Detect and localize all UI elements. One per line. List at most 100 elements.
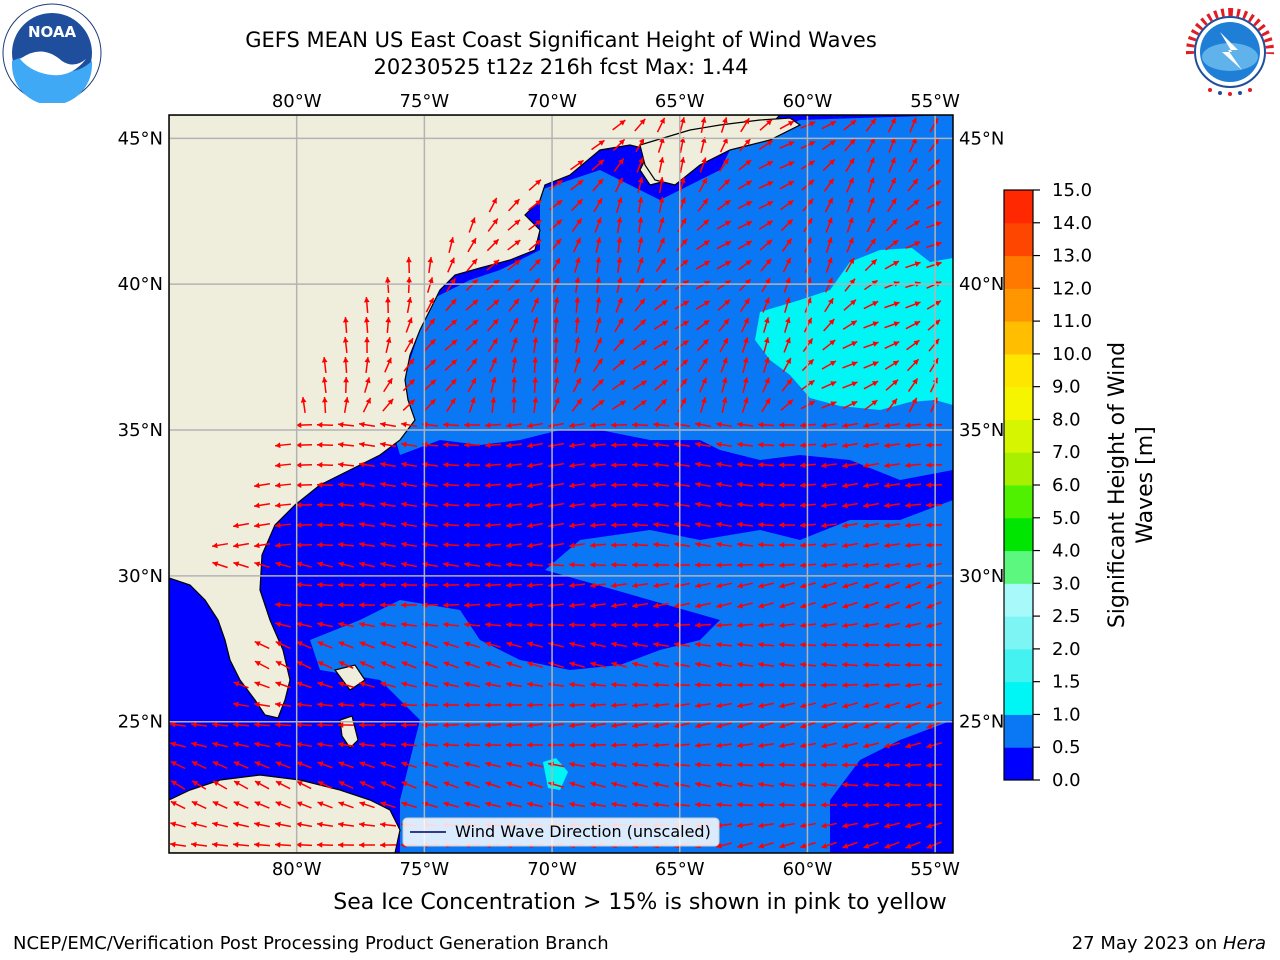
wave-direction-arrow — [591, 378, 605, 392]
wave-direction-arrow — [862, 522, 880, 529]
wave-direction-arrow — [862, 661, 880, 668]
wave-direction-arrow — [736, 742, 754, 749]
wave-direction-arrow — [254, 640, 270, 650]
wave-direction-arrow — [883, 802, 901, 808]
wave-direction-arrow — [736, 541, 754, 548]
wave-direction-arrow — [505, 482, 523, 489]
wave-direction-arrow — [338, 621, 354, 628]
wave-direction-arrow — [715, 682, 733, 688]
wave-direction-arrow — [716, 240, 732, 250]
wave-direction-arrow — [296, 561, 312, 568]
wave-direction-arrow — [595, 237, 602, 253]
wave-direction-arrow — [652, 501, 670, 508]
wave-direction-arrow — [569, 781, 585, 788]
wave-direction-arrow — [568, 462, 586, 469]
lat-tick-right: 40°N — [959, 274, 1004, 295]
wave-direction-arrow — [863, 341, 879, 349]
wave-direction-arrow — [212, 780, 228, 790]
colorbar-swatch — [1004, 747, 1033, 781]
wave-direction-arrow — [863, 361, 879, 369]
colorbar-swatch — [1004, 616, 1033, 650]
wave-direction-arrow — [467, 237, 477, 253]
wave-direction-arrow — [676, 378, 688, 392]
wave-direction-arrow — [589, 742, 607, 748]
wave-direction-arrow — [674, 320, 690, 330]
wave-direction-arrow — [904, 662, 922, 668]
wave-direction-arrow — [673, 681, 691, 688]
wave-direction-arrow — [694, 742, 712, 749]
wave-direction-arrow — [904, 562, 922, 569]
wave-direction-arrow — [635, 137, 645, 153]
noaa-logo-text: NOAA — [28, 23, 77, 41]
wave-direction-arrow — [254, 741, 270, 748]
wave-direction-arrow — [406, 256, 412, 274]
wave-direction-arrow — [715, 421, 733, 428]
wave-direction-arrow — [842, 702, 858, 709]
wave-direction-arrow — [841, 661, 859, 668]
wave-direction-arrow — [296, 801, 312, 809]
wave-direction-arrow — [363, 316, 370, 334]
wave-direction-arrow — [886, 398, 898, 412]
wave-direction-arrow — [717, 199, 731, 211]
wave-direction-arrow — [211, 542, 229, 549]
wave-direction-arrow — [274, 821, 292, 828]
wave-direction-arrow — [400, 602, 418, 608]
wave-direction-arrow — [825, 237, 833, 253]
wave-direction-arrow — [553, 377, 560, 393]
wave-direction-arrow — [321, 396, 328, 414]
wave-direction-arrow — [595, 276, 602, 294]
wave-direction-arrow — [511, 376, 518, 394]
lat-tick-right: 30°N — [959, 566, 1004, 587]
wave-direction-arrow — [359, 641, 375, 649]
wave-direction-arrow — [379, 481, 397, 488]
wave-direction-arrow — [295, 462, 313, 468]
wave-direction-arrow — [653, 661, 669, 668]
wave-direction-arrow — [862, 802, 880, 808]
wave-direction-arrow — [820, 462, 838, 469]
wave-direction-arrow — [463, 561, 481, 568]
wave-direction-arrow — [592, 357, 604, 373]
wave-direction-arrow — [737, 220, 753, 230]
wave-direction-arrow — [778, 742, 796, 749]
wave-direction-arrow — [589, 582, 607, 589]
wave-direction-arrow — [718, 318, 730, 332]
wave-direction-arrow — [274, 502, 292, 509]
wave-direction-arrow — [505, 561, 523, 568]
wave-direction-arrow — [400, 441, 418, 448]
wave-direction-arrow — [589, 561, 607, 568]
wave-direction-arrow — [887, 117, 897, 133]
wave-direction-arrow — [926, 200, 942, 210]
wave-direction-arrow — [715, 521, 733, 528]
wave-direction-arrow — [612, 379, 626, 391]
wave-direction-arrow — [673, 481, 691, 488]
wave-direction-arrow — [757, 822, 775, 829]
wave-direction-arrow — [884, 622, 900, 629]
wave-direction-arrow — [862, 622, 880, 629]
graticule — [169, 115, 953, 853]
wave-direction-arrow — [820, 542, 838, 549]
wave-direction-arrow — [883, 762, 901, 768]
lon-tick-bottom: 70°W — [527, 859, 577, 880]
wave-direction-arrow — [211, 721, 229, 728]
wave-direction-arrow — [316, 581, 334, 588]
wave-direction-arrow — [484, 702, 502, 708]
wave-direction-arrow — [404, 337, 414, 353]
wave-direction-arrow — [463, 542, 481, 548]
wave-direction-arrow — [904, 442, 922, 449]
wave-direction-arrow — [864, 399, 878, 411]
wave-direction-arrow — [610, 702, 628, 709]
wave-direction-arrow — [736, 501, 754, 508]
wave-direction-arrow — [757, 501, 775, 508]
wave-direction-arrow — [385, 316, 392, 334]
wave-direction-arrow — [614, 317, 624, 333]
wave-direction-arrow — [317, 621, 333, 628]
wave-direction-arrow — [841, 542, 859, 549]
wave-direction-arrow — [484, 502, 502, 509]
wave-direction-arrow — [337, 521, 355, 528]
wave-direction-arrow — [568, 622, 586, 628]
wave-direction-arrow — [736, 641, 754, 648]
wave-direction-arrow — [905, 581, 921, 589]
wave-direction-arrow — [338, 761, 354, 769]
wave-direction-arrow — [463, 722, 481, 729]
wave-direction-arrow — [233, 780, 249, 790]
